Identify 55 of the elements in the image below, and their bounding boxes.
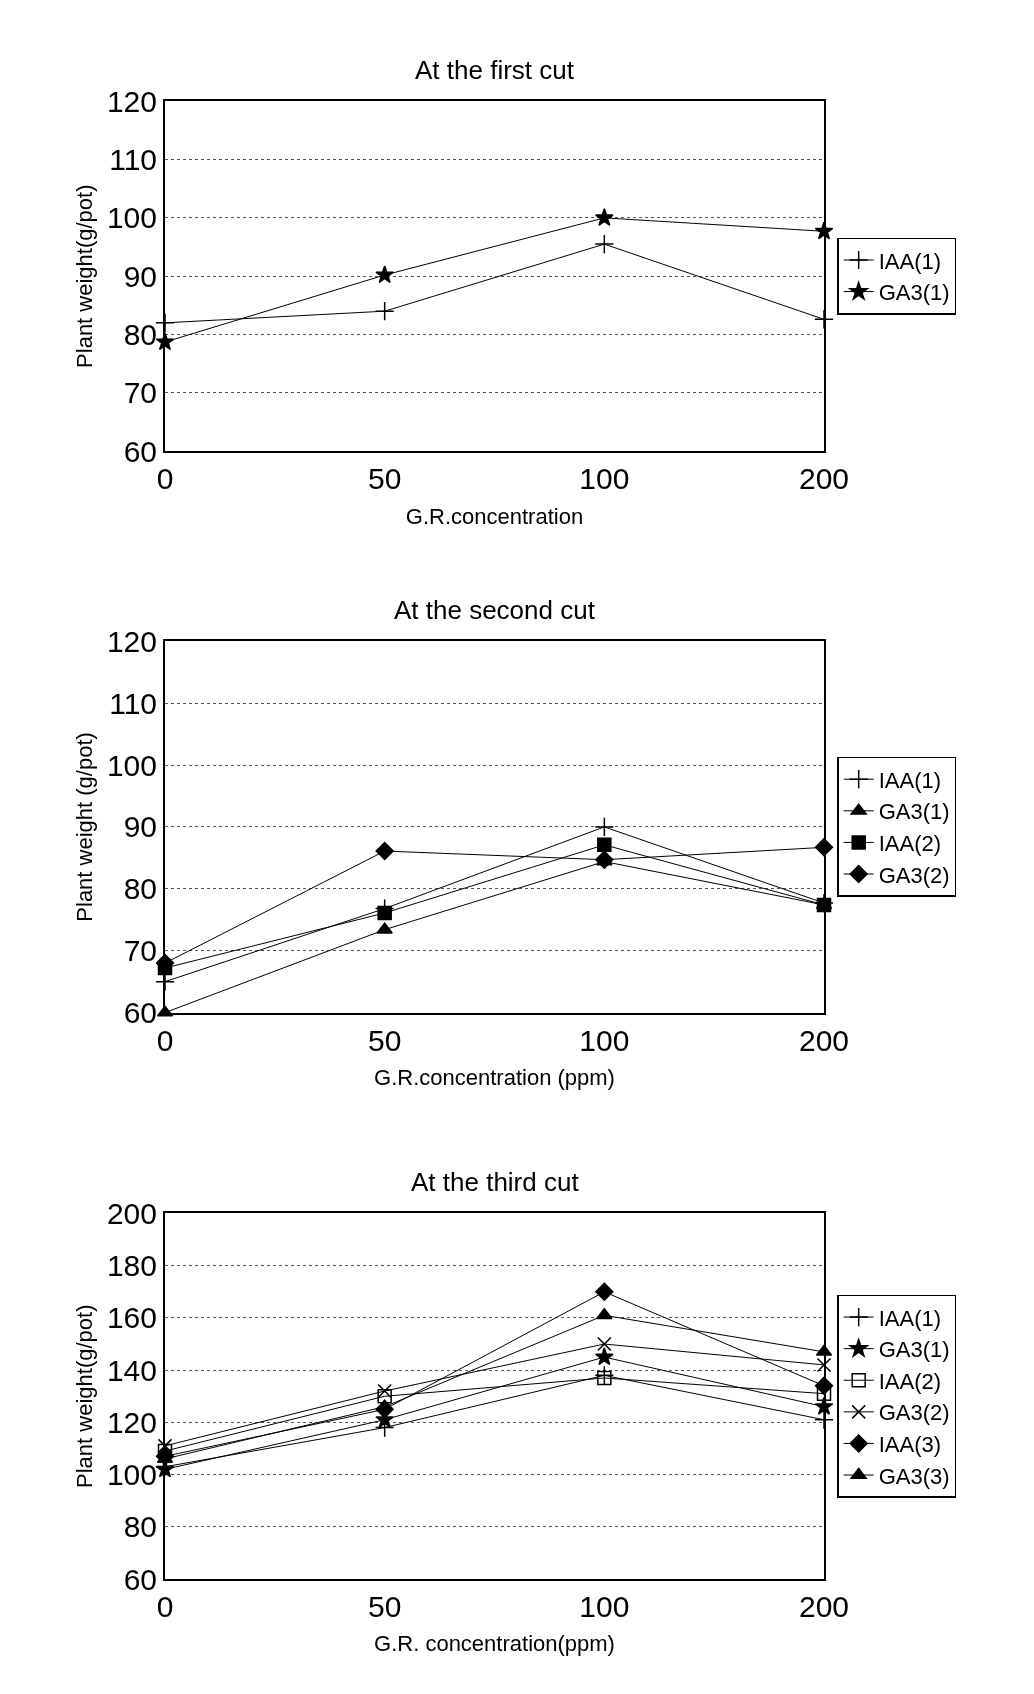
x-tick-label: 0 [156, 1023, 174, 1057]
legend-label: GA3(2) [878, 1400, 950, 1426]
x-axis-title: G.R. concentration(ppm) [374, 1631, 615, 1657]
x-tick-label: 50 [367, 1590, 402, 1624]
chart-title: At the third cut [411, 1167, 580, 1197]
y-axis-title: Plant weight (g/pot) [72, 732, 98, 922]
x-axis-title: G.R.concentration (ppm) [374, 1065, 615, 1091]
x-tick-label: 200 [798, 462, 850, 496]
legend-label: IAA(2) [878, 830, 942, 856]
y-tick-label: 120 [106, 84, 157, 118]
y-tick-label: 200 [106, 1196, 157, 1230]
legend-label: IAA(1) [878, 1305, 942, 1331]
legend-label: GA3(1) [878, 799, 950, 825]
x-tick-label: 50 [367, 1023, 402, 1057]
x-tick-label: 0 [156, 462, 174, 496]
legend-label: GA3(1) [878, 280, 950, 306]
legend-label: IAA(1) [878, 248, 942, 274]
y-tick-label: 90 [123, 810, 157, 844]
y-tick-label: 100 [106, 748, 157, 782]
y-tick-label: 70 [123, 376, 157, 410]
y-tick-label: 60 [123, 1562, 157, 1596]
y-tick-label: 140 [106, 1353, 157, 1387]
legend-label: IAA(1) [878, 767, 942, 793]
y-tick-label: 160 [106, 1301, 157, 1335]
y-tick-label: 60 [123, 996, 157, 1030]
y-tick-label: 110 [109, 143, 157, 177]
y-tick-label: 70 [123, 934, 157, 968]
y-axis-title: Plant weight(g/pot) [72, 184, 98, 368]
x-tick-label: 100 [579, 462, 630, 496]
x-tick-label: 0 [156, 1590, 174, 1624]
y-axis-title: Plant weight(g/pot) [72, 1304, 98, 1488]
chart-title: At the first cut [415, 55, 575, 85]
y-tick-label: 120 [106, 624, 157, 658]
x-tick-label: 100 [579, 1590, 630, 1624]
legend-label: IAA(3) [878, 1432, 942, 1458]
y-tick-label: 90 [123, 259, 157, 293]
x-tick-label: 200 [798, 1590, 850, 1624]
y-tick-label: 60 [123, 434, 157, 468]
y-tick-label: 80 [123, 317, 157, 351]
x-tick-label: 100 [579, 1023, 630, 1057]
chart-title: At the second cut [394, 595, 596, 625]
legend-label: GA3(1) [878, 1337, 950, 1363]
x-tick-label: 200 [798, 1023, 850, 1057]
y-tick-label: 80 [123, 1510, 157, 1544]
y-tick-label: 100 [106, 201, 157, 235]
y-tick-label: 120 [106, 1405, 157, 1439]
y-tick-label: 110 [109, 686, 157, 720]
legend-label: GA3(3) [878, 1463, 950, 1489]
y-tick-label: 80 [123, 872, 157, 906]
x-axis-title: G.R.concentration [405, 503, 584, 529]
y-tick-label: 180 [106, 1249, 157, 1283]
y-tick-label: 100 [106, 1458, 157, 1492]
x-tick-label: 50 [367, 462, 402, 496]
legend-label: GA3(2) [878, 862, 950, 888]
legend-label: IAA(2) [878, 1368, 942, 1394]
